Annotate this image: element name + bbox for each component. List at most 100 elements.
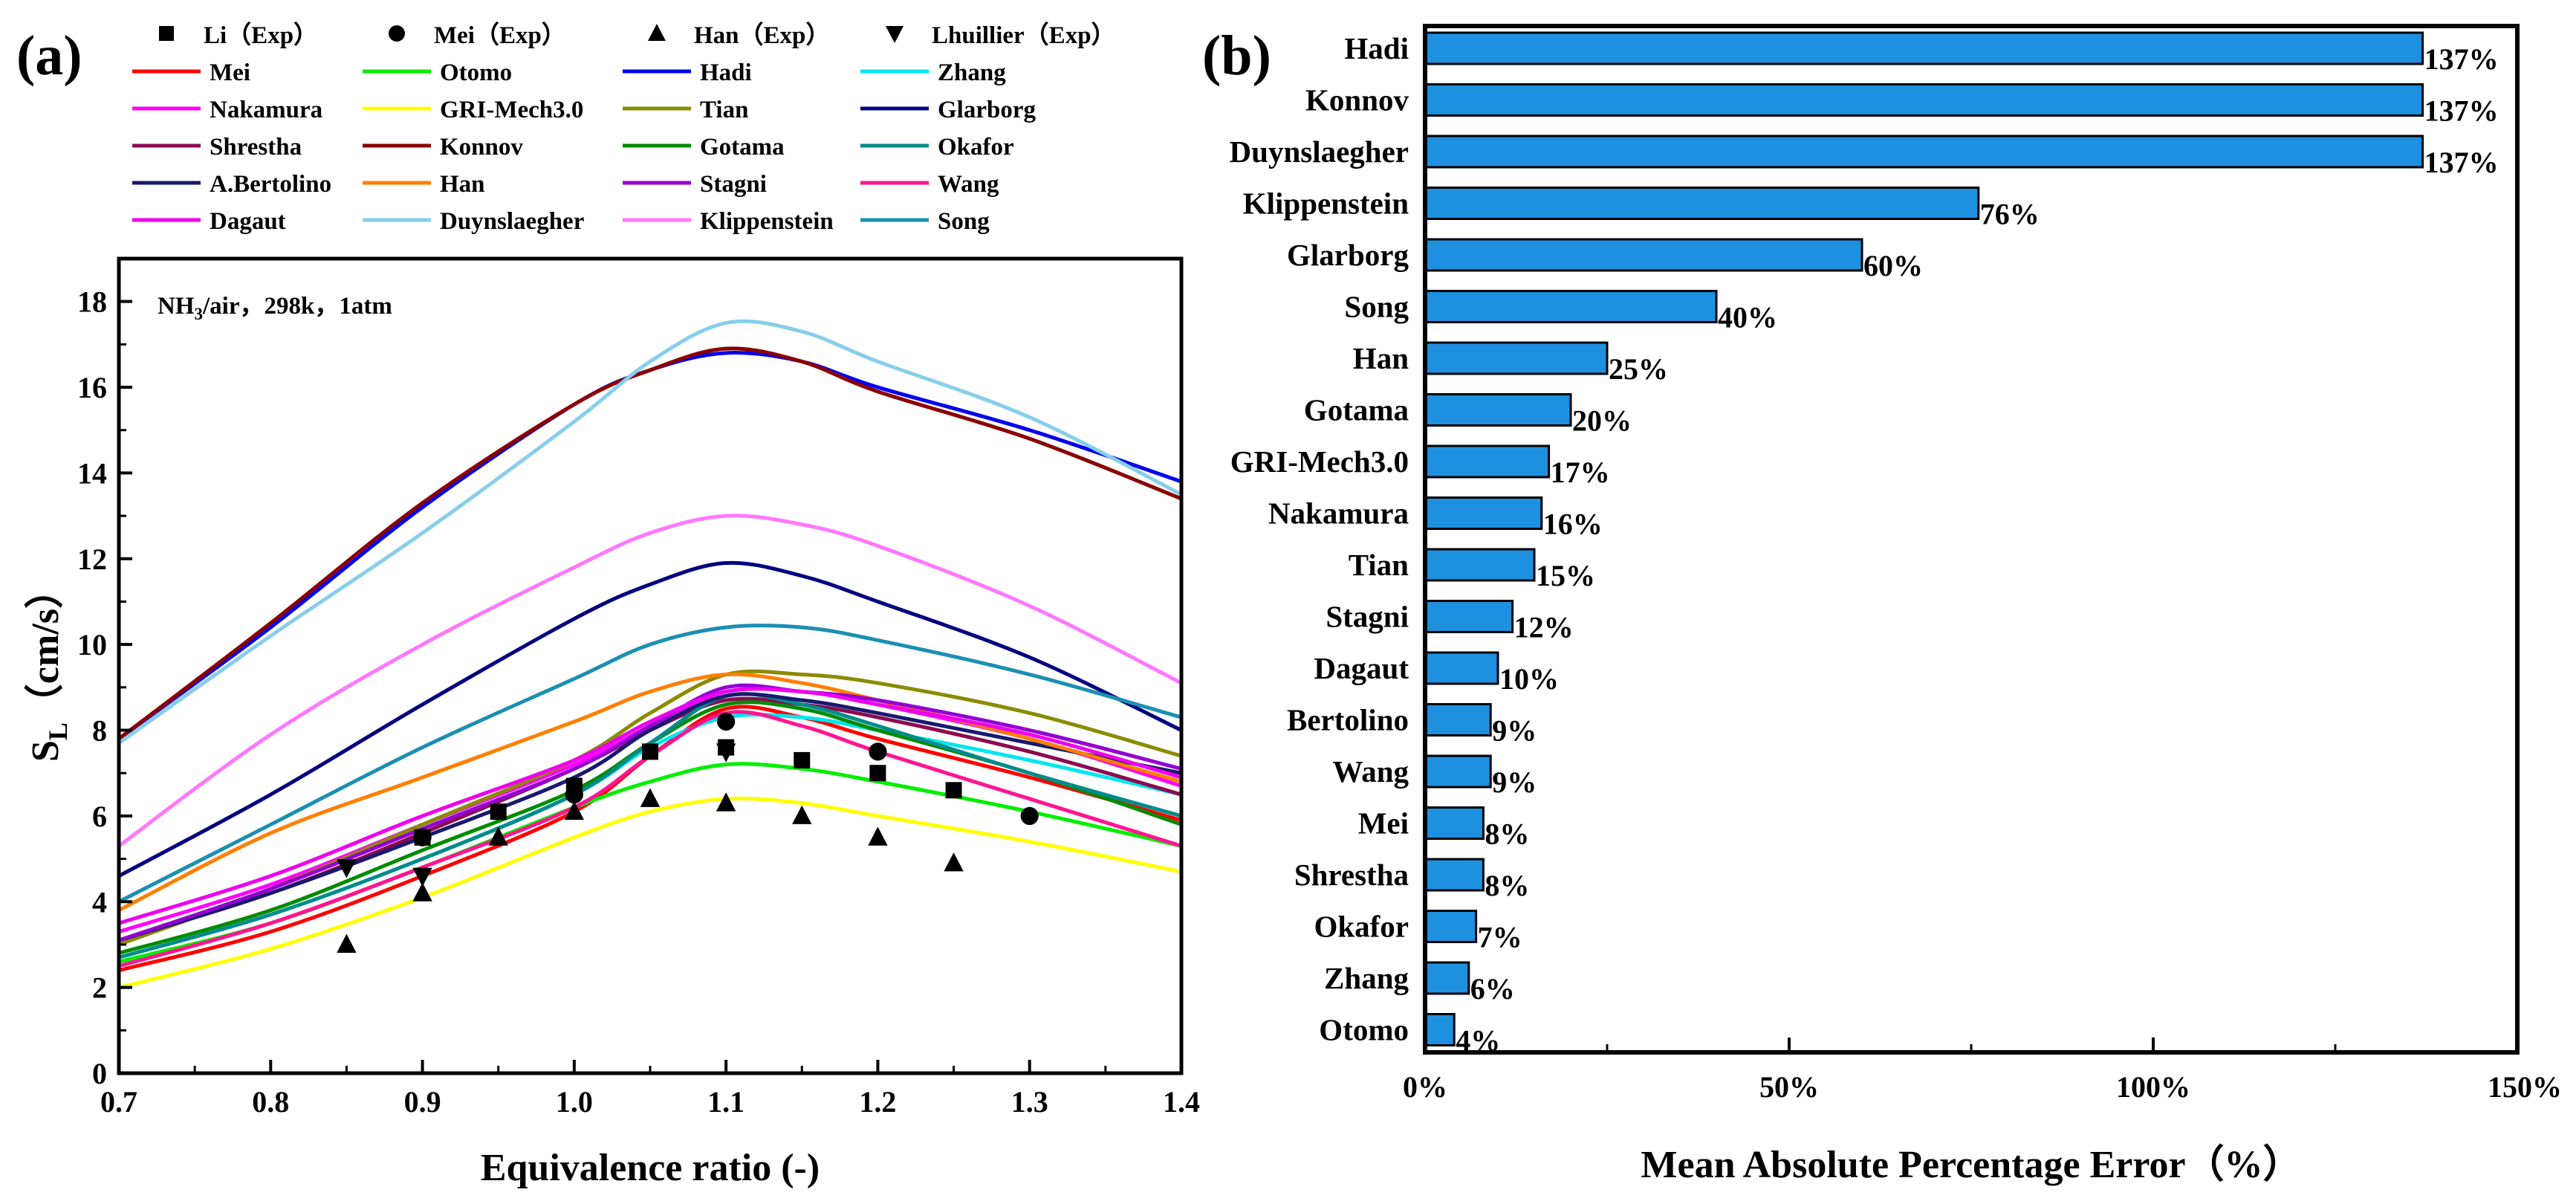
x-tick-label-a: 0.9 — [404, 1085, 441, 1119]
bar-category-label: Han — [1353, 341, 1409, 375]
bar-category-label: Gotama — [1304, 393, 1409, 427]
series-line-tian — [118, 669, 1182, 947]
bar-category-label: Konnov — [1305, 83, 1409, 117]
y-tick-label-a: 12 — [77, 543, 107, 576]
bar-value-label: 8% — [1485, 818, 1529, 851]
exp-point-han-exp — [337, 933, 357, 953]
model-lines — [117, 319, 1183, 990]
exp-point-han-exp — [944, 852, 964, 872]
exp-point-han-exp — [868, 826, 888, 846]
x-tick-label-a: 1.2 — [859, 1085, 896, 1119]
exp-point-mei-exp — [413, 828, 432, 847]
bar-value-label: 17% — [1551, 456, 1610, 489]
legend-label: Song — [938, 208, 990, 235]
bar-value-label: 20% — [1572, 404, 1632, 438]
legend-label: GRI-Mech3.0 — [440, 97, 583, 123]
y-tick-label-a: 18 — [77, 285, 107, 319]
plot-a-frame — [117, 256, 1184, 1075]
x-tick-label-a: 1.3 — [1011, 1085, 1048, 1119]
series-line-konnov — [117, 346, 1182, 741]
legend-marker-han-exp — [648, 24, 666, 41]
exp-point-lhuillier-exp — [412, 867, 432, 887]
legend-a: Li（Exp） Mei（Exp） Han（Exp） Lhuillier（Exp） Mei… — [132, 22, 1116, 235]
legend-label: Duynslaegher — [440, 208, 584, 235]
bar-shrestha — [1424, 858, 1485, 892]
bar-category-label: Wang — [1332, 754, 1409, 789]
bar-plot: Hadi 137% Konnov 137% Duynslaegher 137% Klippe… — [1230, 24, 2562, 1186]
bar-value-label: 40% — [1718, 301, 1777, 334]
bar-zhang — [1424, 961, 1470, 995]
bar-value-label: 76% — [1980, 198, 2040, 231]
line-plot: 0.7 0.8 0.9 1.0 1.1 1.2 1.3 1.4024681012141618 … — [24, 256, 1200, 1189]
legend-marker-li-exp — [159, 26, 174, 41]
exp-point-han-exp — [412, 882, 432, 902]
bar-konnov — [1424, 83, 2424, 117]
bar-value-label: 15% — [1536, 559, 1595, 592]
exp-point-li-exp — [490, 803, 507, 821]
x-tick-label-a: 1.1 — [707, 1085, 744, 1119]
legend-label: Konnov — [440, 134, 523, 161]
panel-b-label: (b) — [1202, 25, 1271, 87]
x-tick-label-a: 0.7 — [100, 1085, 137, 1119]
bar-gri-mech3-0 — [1424, 444, 1551, 479]
legend-label: Han — [440, 171, 485, 198]
legend-label: Dagaut — [210, 208, 286, 235]
y-tick-label-a: 10 — [77, 628, 107, 661]
legend-label: Lhuillier（Exp） — [932, 22, 1116, 49]
series-line-okafor — [118, 692, 1182, 959]
exp-point-han-exp — [564, 800, 585, 821]
bar-category-label: Nakamura — [1268, 496, 1409, 531]
y-tick-label-a: 2 — [92, 971, 107, 1005]
legend-label: Wang — [938, 171, 999, 198]
bar-category-label: Stagni — [1326, 600, 1409, 634]
x-tick-label-a: 0.8 — [252, 1085, 289, 1119]
bar-category-label: Zhang — [1324, 961, 1409, 995]
exp-point-mei-exp — [717, 712, 736, 731]
exp-point-lhuillier-exp — [716, 743, 736, 763]
exp-point-li-exp — [642, 743, 658, 760]
x-tick-label-b: 0% — [1403, 1070, 1447, 1104]
exp-point-mei-exp — [1020, 806, 1039, 825]
bar-category-label: Mei — [1358, 806, 1409, 841]
legend-label: Nakamura — [210, 97, 322, 123]
bar-category-label: Otomo — [1319, 1013, 1409, 1047]
y-tick-label-a: 4 — [92, 885, 107, 919]
bar-gotama — [1424, 393, 1572, 427]
bar-stagni — [1424, 600, 1514, 633]
bar-category-label: Bertolino — [1287, 703, 1409, 737]
exp-point-han-exp — [640, 788, 661, 807]
exp-point-han-exp — [488, 826, 508, 846]
legend-label: Li（Exp） — [204, 22, 318, 49]
series-line-wang — [118, 710, 1182, 968]
axis-ticks-b: 0% 50% 100% 150% — [1403, 1038, 2562, 1104]
bar-category-label: Klippenstein — [1243, 187, 1409, 221]
bar-category-label: Dagaut — [1314, 651, 1409, 685]
legend-marker-mei-exp — [389, 25, 405, 42]
bar-mei — [1424, 806, 1485, 840]
bar-value-label: 16% — [1543, 508, 1603, 541]
bar-value-label: 12% — [1514, 611, 1574, 644]
y-tick-label-a: 14 — [77, 456, 107, 490]
x-axis-title-a: Equivalence ratio (-) — [481, 1147, 820, 1189]
bar-category-label: Song — [1344, 290, 1409, 324]
legend-label: Tian — [700, 97, 748, 123]
legend-label: Mei — [210, 59, 250, 86]
bar-value-label: 60% — [1863, 249, 1923, 282]
bar-value-label: 9% — [1492, 766, 1537, 799]
x-tick-label-b: 150% — [2488, 1070, 2562, 1104]
legend-marker-lhuillier-exp — [886, 26, 903, 43]
exp-point-li-exp — [794, 751, 811, 768]
y-axis-title-a: SL（cm/s） — [24, 570, 73, 762]
legend-label: Otomo — [440, 59, 512, 86]
exp-point-lhuillier-exp — [337, 859, 357, 878]
bar-bertolino — [1424, 703, 1492, 737]
condition-annotation: NH3/air，298k，1atm — [158, 293, 392, 323]
bar-value-label: 7% — [1478, 921, 1522, 954]
series-line-dagaut — [118, 687, 1182, 925]
bar-value-label: 137% — [2424, 94, 2499, 128]
series-line-glarborg — [117, 560, 1183, 878]
bars: Hadi 137% Konnov 137% Duynslaegher 137% Klippe… — [1230, 31, 2499, 1058]
legend-label: Klippenstein — [700, 208, 834, 235]
bar-klippenstein — [1424, 187, 1980, 220]
